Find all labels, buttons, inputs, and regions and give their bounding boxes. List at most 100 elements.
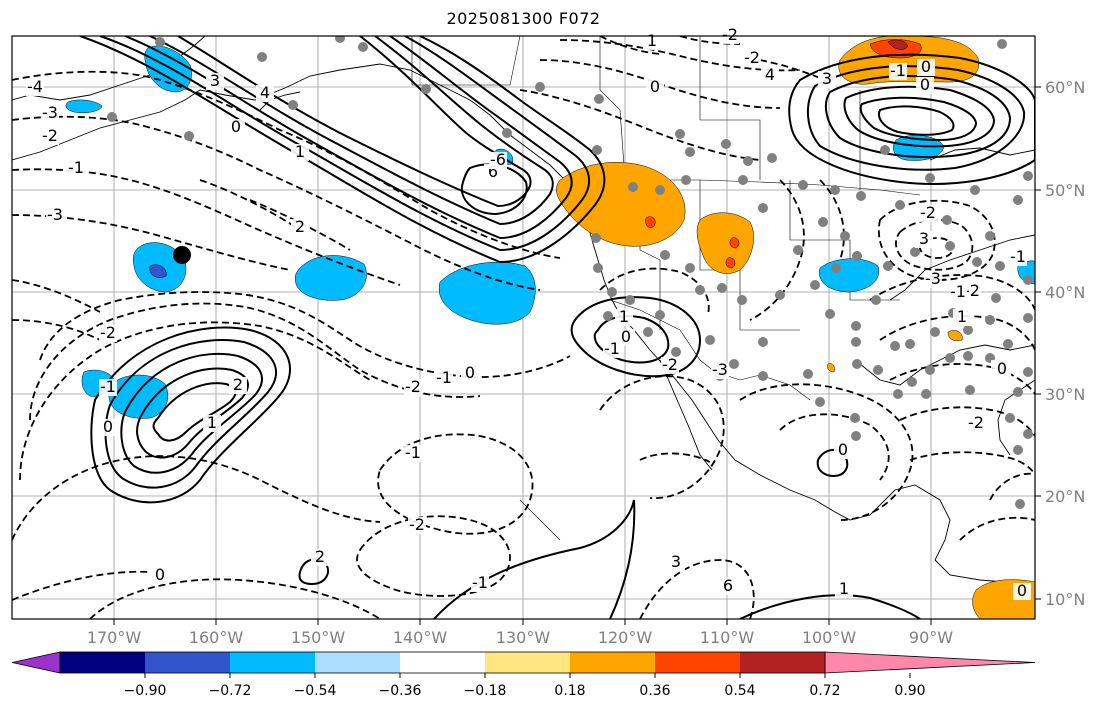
colorbar-segment: [315, 652, 400, 673]
colorbar-segment: [570, 652, 655, 673]
contour-label: -2: [42, 126, 58, 145]
lat-label: 30°N: [1045, 385, 1085, 404]
contour-label: 0: [921, 57, 931, 76]
colorbar-label: 0.36: [639, 683, 670, 699]
colorbar-label: −0.18: [464, 683, 507, 699]
contour-label: 0: [155, 565, 165, 584]
colorbar-segment: [230, 652, 315, 673]
contour-label: -3: [925, 269, 941, 288]
lon-label: 140°W: [393, 628, 448, 647]
lon-label: 120°W: [598, 628, 653, 647]
colorbar-label: 0.54: [724, 683, 755, 699]
contour-label: 1: [619, 307, 629, 326]
contour-label: -2: [722, 25, 738, 44]
contour-label: -2: [744, 48, 760, 67]
contour-label: 1: [295, 142, 305, 161]
contour-label: 4: [260, 83, 270, 102]
contour-label: -3: [42, 103, 58, 122]
lon-label: 160°W: [189, 628, 244, 647]
colorbar-label: 0.90: [894, 683, 925, 699]
colorbar-extend-high: [824, 651, 1036, 674]
lat-label: 40°N: [1045, 283, 1085, 302]
station-markers: [107, 36, 1033, 509]
contour-label: -1: [68, 158, 84, 177]
lat-label: 60°N: [1045, 78, 1085, 97]
colorbar-segment: [400, 652, 485, 673]
colorbar-segment: [740, 652, 825, 673]
contour-label: 1: [207, 413, 217, 432]
colorbar-segment: [145, 652, 230, 673]
map-frame: [12, 36, 1035, 619]
contour-label: -3: [712, 360, 728, 379]
colorbar-label: −0.54: [294, 683, 337, 699]
longitude-ticks: 170°W 160°W 150°W 140°W 130°W 120°W 110°W 100°W…: [87, 619, 953, 647]
lon-label: 100°W: [802, 628, 857, 647]
contour-label: 0: [838, 440, 848, 459]
lat-label: 50°N: [1045, 181, 1085, 200]
contour-label: -2: [968, 413, 984, 432]
contour-label: -2: [920, 203, 936, 222]
contour-label: -3: [47, 205, 63, 224]
colorbar: −0.90 −0.72 −0.54 −0.36 −0.18 0.18 0.36 0.54 0.7…: [11, 651, 1036, 699]
contour-label: 2: [295, 217, 305, 236]
contour-label: 1: [647, 31, 657, 50]
contour-label: 6: [488, 162, 498, 181]
colorbar-label: −0.36: [379, 683, 422, 699]
colorbar-segment: [60, 652, 145, 673]
contour-label: 0: [1017, 581, 1027, 600]
contour-label: 3: [671, 552, 681, 571]
contour-label: 0: [997, 359, 1007, 378]
colorbar-segment: [485, 652, 570, 673]
colorbar-label: 0.18: [554, 683, 585, 699]
contour-label: -1: [890, 61, 906, 80]
contour-label: 4: [765, 65, 775, 84]
latitude-ticks: 60°N 50°N 40°N 30°N 20°N 10°N: [1035, 78, 1085, 609]
negative-contours: [12, 36, 1035, 619]
contour-label: 0: [103, 417, 113, 436]
contour-label: 1: [957, 307, 967, 326]
contour-label: -2: [409, 515, 425, 534]
contour-label: 0: [621, 327, 631, 346]
contour-label: -1: [472, 573, 488, 592]
contour-label: -4: [27, 77, 43, 96]
positive-contours: [79, 36, 1035, 619]
contour-label: -1: [100, 377, 116, 396]
contour-label: -1: [1010, 247, 1026, 266]
gridlines: [12, 36, 1035, 619]
lon-label: 150°W: [291, 628, 346, 647]
lat-label: 20°N: [1045, 487, 1085, 506]
contour-label: 0: [920, 75, 930, 94]
highlight-marker: [173, 246, 191, 264]
colorbar-segment: [655, 652, 740, 673]
contour-label: -2: [405, 377, 421, 396]
contour-label: -6: [490, 150, 506, 169]
lon-label: 130°W: [496, 628, 551, 647]
contour-label: 0: [650, 77, 660, 96]
colorbar-label: 0.72: [809, 683, 840, 699]
contour-label: 0: [231, 117, 241, 136]
contour-label: -2: [662, 355, 678, 374]
lon-label: 110°W: [700, 628, 755, 647]
contour-label: 1: [839, 579, 849, 598]
contour-label: 3: [919, 229, 929, 248]
lon-label: 90°W: [909, 628, 953, 647]
contour-label: 6: [723, 576, 733, 595]
map-title: 2025081300 F072: [446, 9, 601, 28]
contour-label: -1: [604, 339, 620, 358]
colorbar-label: −0.72: [209, 683, 252, 699]
colorbar-label: −0.90: [124, 683, 167, 699]
lon-label: 170°W: [87, 628, 142, 647]
colorbar-extend-low: [11, 651, 61, 674]
lat-label: 10°N: [1045, 590, 1085, 609]
contour-label: -1: [405, 443, 421, 462]
contour-label: 3: [822, 69, 832, 88]
contour-label: 2: [233, 375, 243, 394]
contour-label: 3: [210, 71, 220, 90]
contour-label: 2: [315, 547, 325, 566]
contour-label: -2: [100, 323, 116, 342]
contour-label: -2: [964, 281, 980, 300]
contour-label: -1: [950, 282, 966, 301]
contour-label: -1: [436, 368, 452, 387]
